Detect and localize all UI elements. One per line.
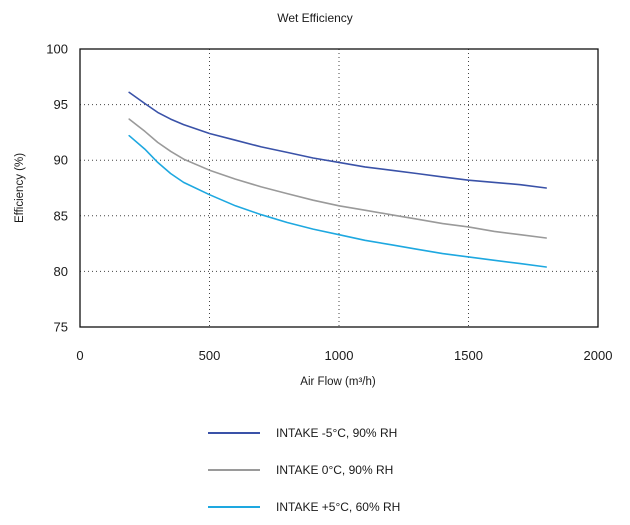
legend-item: INTAKE 0°C, 90% RH xyxy=(208,451,400,488)
series-line xyxy=(128,134,547,268)
y-tick-label: 75 xyxy=(54,320,68,335)
legend-item: INTAKE -5°C, 90% RH xyxy=(208,414,400,451)
y-tick-label: 85 xyxy=(54,208,68,223)
grid-lines xyxy=(80,49,598,327)
series-line xyxy=(128,91,547,189)
x-tick-label: 1000 xyxy=(325,348,354,363)
legend-swatch xyxy=(208,431,260,434)
legend-swatch xyxy=(208,505,260,508)
chart-title: Wet Efficiency xyxy=(277,11,353,25)
legend-swatch xyxy=(208,468,260,471)
x-axis-label: Air Flow (m³/h) xyxy=(300,376,376,388)
x-tick-label: 2000 xyxy=(584,348,613,363)
legend-label: INTAKE -5°C, 90% RH xyxy=(276,425,398,440)
chart-canvas: 0 500 1000 1500 2000 75 80 85 90 95 100 xyxy=(46,42,612,364)
legend: INTAKE -5°C, 90% RH INTAKE 0°C, 90% RH I… xyxy=(208,414,400,525)
y-tick-label: 90 xyxy=(54,153,68,168)
y-tick-label: 95 xyxy=(54,97,68,112)
y-tick-label: 80 xyxy=(54,264,68,279)
series-line xyxy=(128,118,547,239)
series-lines xyxy=(128,91,547,268)
tick-labels: 0 500 1000 1500 2000 75 80 85 90 95 100 xyxy=(46,42,612,364)
legend-label: INTAKE 0°C, 90% RH xyxy=(276,462,394,477)
y-tick-label: 100 xyxy=(46,42,68,57)
legend-item: INTAKE +5°C, 60% RH xyxy=(208,488,400,525)
x-tick-label: 500 xyxy=(199,348,221,363)
plot-frame xyxy=(79,48,599,328)
x-tick-label: 0 xyxy=(76,348,83,363)
x-tick-label: 1500 xyxy=(454,348,483,363)
y-axis-label: Efficiency (%) xyxy=(14,152,26,224)
legend-label: INTAKE +5°C, 60% RH xyxy=(276,499,401,514)
